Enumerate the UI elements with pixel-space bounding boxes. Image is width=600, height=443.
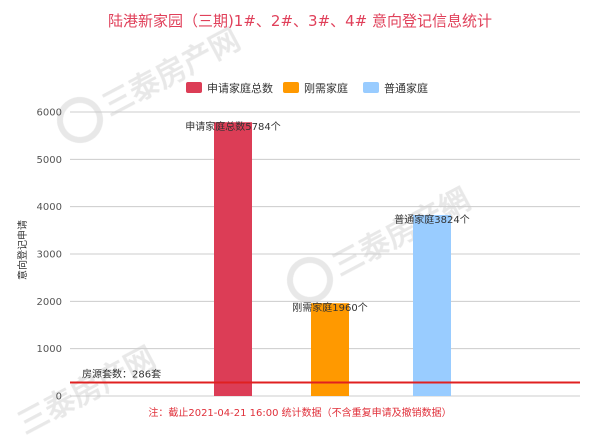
data-label: 普通家庭3824个	[394, 213, 469, 226]
legend-swatch	[283, 82, 299, 93]
y-tick-label: 2000	[37, 297, 62, 308]
legend-label: 普通家庭	[384, 81, 428, 95]
legend-label: 申请家庭总数	[207, 81, 273, 95]
y-axis-ticks: 0 1000 2000 3000 4000 5000 6000	[37, 108, 62, 403]
y-tick-label: 4000	[37, 202, 62, 213]
data-label: 申请家庭总数5784个	[185, 120, 280, 133]
watermark-text-3: 三泰房产网	[12, 340, 161, 441]
legend-swatch	[363, 82, 379, 93]
y-tick-label: 5000	[37, 155, 62, 166]
bar-3	[413, 214, 451, 396]
legend: 申请家庭总数 刚需家庭 普通家庭	[186, 81, 428, 95]
reference-line-label: 房源套数：286套	[82, 367, 161, 380]
data-label: 刚需家庭1960个	[292, 301, 367, 314]
watermark-text-1: 三泰房产网	[97, 22, 246, 123]
y-tick-label: 3000	[37, 250, 62, 261]
y-tick-label: 1000	[37, 344, 62, 355]
bar-1	[214, 122, 252, 396]
legend-label: 刚需家庭	[304, 81, 348, 95]
watermark-text-2: 三泰房产網	[327, 182, 476, 283]
footnote: 注：截止2021-04-21 16:00 统计数据（不含重复申请及撤销数据）	[148, 406, 451, 419]
legend-swatch	[186, 82, 202, 93]
reference-line-group: 房源套数：286套	[70, 367, 580, 384]
y-tick-label: 6000	[37, 108, 62, 119]
y-tick-label: 0	[56, 392, 62, 403]
bars	[214, 122, 451, 396]
y-axis-label: 意向登记申请	[16, 220, 29, 280]
bar-2	[311, 303, 349, 396]
chart-title: 陆港新家园（三期)1#、2#、3#、4# 意向登记信息统计	[108, 12, 492, 30]
